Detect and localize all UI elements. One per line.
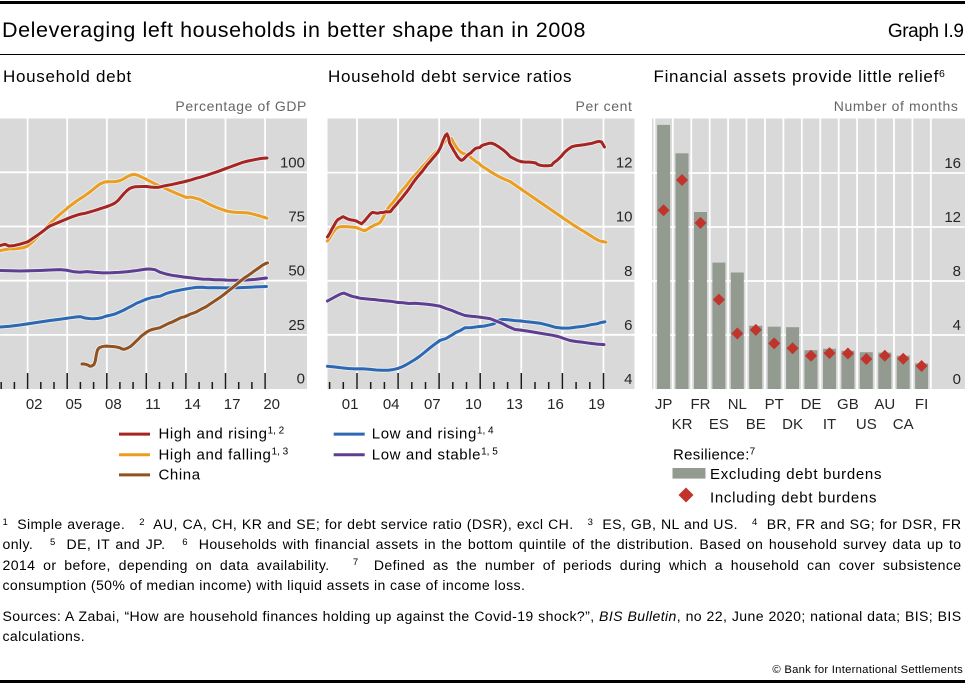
svg-text:US: US	[856, 416, 877, 433]
svg-text:08: 08	[105, 396, 122, 413]
svg-text:20: 20	[263, 396, 280, 413]
svg-text:4: 4	[624, 371, 632, 388]
svg-text:10: 10	[616, 209, 633, 226]
svg-text:0: 0	[953, 371, 961, 388]
svg-text:11: 11	[145, 396, 161, 413]
svg-text:8: 8	[624, 263, 632, 280]
svg-text:FR: FR	[691, 396, 711, 413]
svg-text:14: 14	[184, 396, 201, 413]
svg-text:04: 04	[383, 396, 400, 413]
svg-text:Resilience:7: Resilience:7	[673, 447, 756, 464]
svg-text:01: 01	[342, 396, 359, 413]
svg-text:IT: IT	[823, 416, 836, 433]
svg-text:CA: CA	[893, 416, 914, 433]
svg-text:GB: GB	[837, 396, 859, 413]
svg-text:25: 25	[288, 317, 305, 334]
svg-text:BE: BE	[746, 416, 766, 433]
svg-text:19: 19	[588, 396, 605, 413]
svg-text:High and falling1, 3: High and falling1, 3	[159, 446, 289, 463]
svg-text:17: 17	[224, 396, 241, 413]
svg-text:50: 50	[288, 263, 305, 280]
svg-text:02: 02	[26, 396, 43, 413]
svg-text:16: 16	[547, 396, 564, 413]
svg-text:8: 8	[953, 263, 961, 280]
svg-text:07: 07	[424, 396, 441, 413]
svg-text:High and rising1, 2: High and rising1, 2	[159, 426, 285, 443]
svg-text:JP: JP	[655, 396, 673, 413]
svg-text:China: China	[159, 467, 201, 484]
svg-text:100: 100	[280, 154, 305, 171]
svg-text:75: 75	[288, 209, 305, 226]
svg-text:Including debt burdens: Including debt burdens	[710, 490, 877, 507]
svg-text:13: 13	[506, 396, 523, 413]
svg-text:6: 6	[624, 317, 632, 334]
svg-text:0: 0	[297, 371, 305, 388]
svg-text:AU: AU	[874, 396, 895, 413]
svg-text:05: 05	[65, 396, 82, 413]
svg-text:Excluding debt burdens: Excluding debt burdens	[710, 466, 882, 483]
svg-text:FI: FI	[915, 396, 928, 413]
svg-text:Low and rising1, 4: Low and rising1, 4	[372, 426, 494, 443]
svg-text:12: 12	[616, 155, 633, 172]
svg-text:DE: DE	[801, 396, 822, 413]
svg-text:4: 4	[953, 317, 961, 334]
svg-text:10: 10	[465, 396, 482, 413]
svg-text:12: 12	[944, 209, 961, 226]
svg-text:ES: ES	[709, 416, 729, 433]
svg-text:KR: KR	[672, 416, 693, 433]
svg-text:DK: DK	[782, 416, 803, 433]
svg-text:PT: PT	[765, 396, 784, 413]
svg-text:Low and stable1, 5: Low and stable1, 5	[372, 446, 498, 463]
svg-text:NL: NL	[728, 396, 747, 413]
svg-text:16: 16	[944, 155, 961, 172]
